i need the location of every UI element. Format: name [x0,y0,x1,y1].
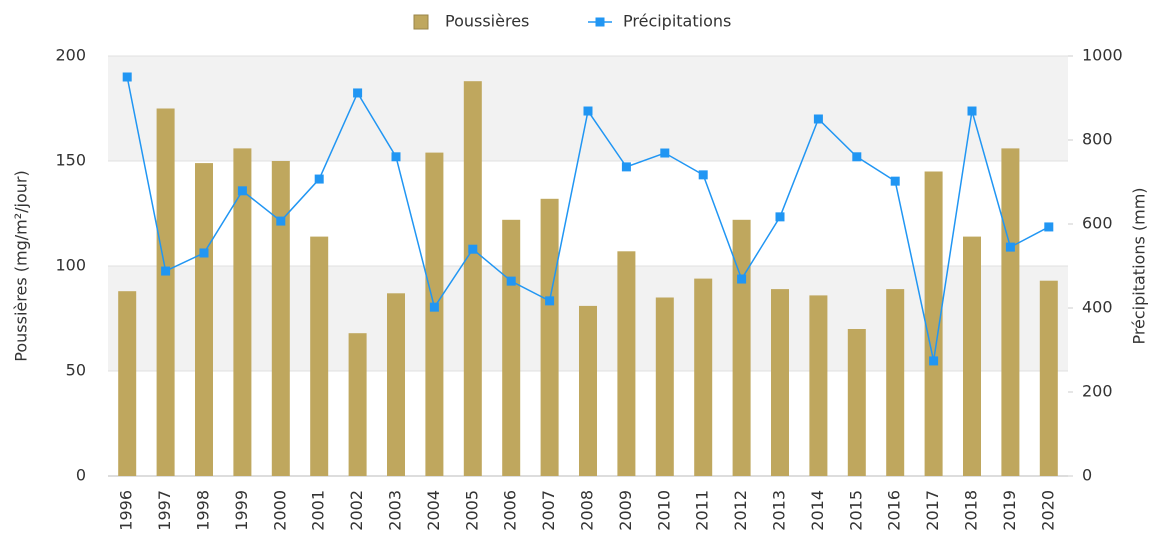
point [237,186,247,196]
point [314,174,324,184]
bar [463,81,482,476]
bar [732,219,751,477]
x-tick-label: 2007 [539,490,558,531]
x-tick-label: 2010 [654,490,673,531]
y2-tick-label: 200 [1082,382,1113,401]
point [890,176,900,186]
point [1044,222,1054,232]
bar [540,198,559,477]
bar [655,297,674,476]
bar [118,291,137,476]
bar [847,329,866,476]
point [583,106,593,116]
bar [195,163,213,476]
bar [771,289,789,476]
x-tick-label: 2006 [501,490,520,531]
bar [617,251,636,476]
point [621,162,631,172]
x-tick-label: 1999 [232,490,251,531]
x-tick-label: 2004 [424,490,443,531]
bar [425,152,444,476]
x-tick-label: 2012 [731,490,750,531]
y-tick-label: 0 [76,466,86,485]
y-tick-label: 50 [66,361,86,380]
x-tick-label: 1998 [194,490,213,531]
x-tick-label: 2008 [578,490,597,531]
x-tick-label: 2019 [1000,490,1019,531]
x-tick-label: 2000 [270,490,289,531]
y-axis-label: Poussières (mg/m²/jour) [12,170,31,361]
bar [694,278,713,476]
x-tick-label: 2013 [770,490,789,531]
point [698,170,708,180]
x-tick-label: 2001 [309,490,328,531]
bar [502,219,521,477]
x-tick-label: 1996 [117,490,136,531]
x-tick-label: 2015 [846,490,865,531]
bar [579,305,597,476]
point [161,266,171,276]
x-tick-label: 2014 [808,490,827,531]
point [852,152,862,162]
x-tick-label: 2003 [386,490,405,531]
point [429,302,439,312]
bar [310,236,329,476]
x-tick-label: 2018 [962,490,981,531]
x-tick-label: 2011 [693,490,712,531]
point [468,244,478,254]
x-tick-label: 2005 [462,490,481,531]
point [506,276,516,286]
point [276,216,286,226]
point [545,296,555,306]
x-tick-label: 2017 [923,490,942,531]
y2-tick-label: 400 [1082,298,1113,317]
point [929,356,939,366]
y2-tick-label: 600 [1082,214,1113,233]
point [1005,242,1015,252]
bar [1039,280,1058,476]
legend-label: Poussières [445,12,529,31]
point [660,148,670,158]
point [199,248,209,258]
point [122,72,132,82]
y-tick-label: 100 [55,256,86,275]
bar [924,171,943,476]
bar [348,333,367,476]
y2-axis-label: Précipitations (mm) [1130,187,1149,344]
bar [809,295,828,476]
x-tick-label: 1997 [155,490,174,531]
point [737,274,747,284]
legend-swatch [413,14,429,30]
bar [233,148,252,476]
x-tick-label: 2020 [1038,490,1057,531]
point [813,114,823,124]
y2-tick-label: 1000 [1082,46,1123,65]
bar [963,236,981,476]
point [967,106,977,116]
legend-label: Précipitations [623,12,731,31]
x-tick-label: 2002 [347,490,366,531]
point [353,88,363,98]
legend-marker [595,17,605,27]
y-tick-label: 200 [55,46,86,65]
bar [156,108,175,476]
y2-tick-label: 800 [1082,130,1113,149]
bar [886,289,905,476]
y-tick-label: 150 [55,151,86,170]
bar [387,293,405,476]
bar [271,161,290,476]
point [775,212,785,222]
bar [1001,148,1020,476]
x-tick-label: 2016 [885,490,904,531]
point [391,152,401,162]
y2-tick-label: 0 [1082,466,1092,485]
x-tick-label: 2009 [616,490,635,531]
